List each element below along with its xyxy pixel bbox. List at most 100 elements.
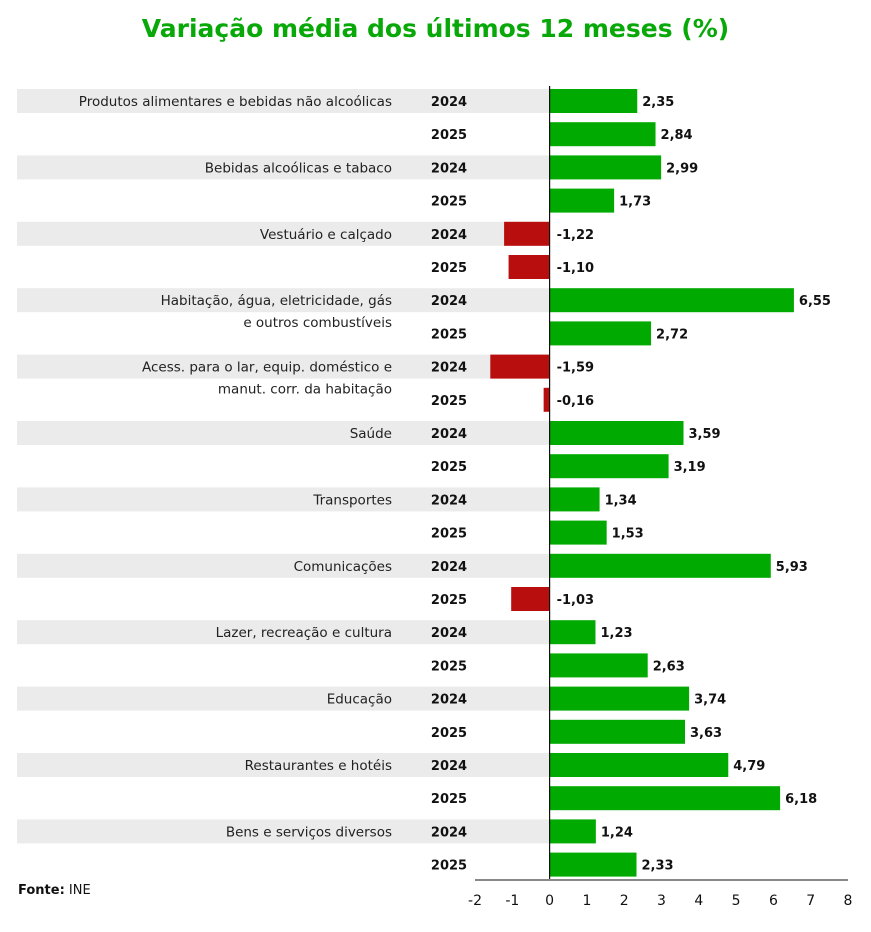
year-label: 2024 bbox=[431, 825, 467, 840]
bar bbox=[549, 89, 638, 113]
row-band bbox=[17, 288, 550, 313]
source-label: Fonte: bbox=[18, 883, 65, 898]
category-label: Comunicações bbox=[294, 559, 392, 575]
x-tick-label: 3 bbox=[657, 893, 666, 909]
x-tick-label: 4 bbox=[694, 893, 703, 909]
value-label: 1,23 bbox=[600, 626, 632, 641]
category-label: Bens e serviços diversos bbox=[226, 824, 392, 840]
bar bbox=[549, 620, 596, 645]
bar bbox=[549, 520, 607, 545]
year-label: 2025 bbox=[431, 593, 467, 608]
year-label: 2025 bbox=[431, 659, 467, 674]
value-label: -1,59 bbox=[557, 361, 594, 376]
category-label: Educação bbox=[327, 692, 392, 708]
bar bbox=[549, 852, 637, 877]
value-label: 2,72 bbox=[656, 327, 688, 342]
row-band bbox=[17, 753, 550, 777]
year-label: 2024 bbox=[431, 626, 467, 641]
value-label: -1,22 bbox=[557, 228, 594, 243]
value-label: 1,73 bbox=[619, 195, 651, 210]
bar bbox=[549, 786, 781, 811]
x-tick-label: -2 bbox=[468, 893, 482, 909]
year-label: 2025 bbox=[431, 394, 467, 409]
year-label: 2025 bbox=[431, 128, 467, 143]
bar bbox=[549, 454, 669, 479]
value-label: 3,74 bbox=[694, 693, 726, 708]
chart-title: Variação média dos últimos 12 meses (%) bbox=[141, 14, 730, 43]
bar bbox=[549, 188, 615, 213]
row-band bbox=[17, 354, 550, 379]
year-label: 2024 bbox=[431, 294, 467, 309]
category-label: Transportes bbox=[312, 492, 392, 508]
category-label: Habitação, água, eletricidade, gás bbox=[161, 293, 392, 309]
year-label: 2025 bbox=[431, 327, 467, 342]
year-label: 2025 bbox=[431, 261, 467, 276]
row-band bbox=[17, 155, 550, 180]
year-label: 2025 bbox=[431, 527, 467, 542]
category-label: Saúde bbox=[350, 426, 392, 442]
year-label: 2024 bbox=[431, 161, 467, 176]
bar bbox=[511, 587, 550, 611]
year-label: 2024 bbox=[431, 427, 467, 442]
year-label: 2024 bbox=[431, 361, 467, 376]
year-label: 2024 bbox=[431, 759, 467, 774]
value-label: 1,53 bbox=[612, 527, 644, 542]
category-label: manut. corr. da habitação bbox=[218, 382, 392, 398]
value-label: 3,19 bbox=[674, 460, 706, 475]
row-band bbox=[17, 89, 550, 113]
year-label: 2025 bbox=[431, 792, 467, 807]
category-label: Acess. para o lar, equip. doméstico e bbox=[142, 360, 392, 376]
value-label: -1,03 bbox=[557, 593, 594, 608]
bar bbox=[549, 753, 729, 777]
year-label: 2024 bbox=[431, 493, 467, 508]
category-label: Lazer, recreação e cultura bbox=[216, 625, 392, 641]
value-label: 1,24 bbox=[601, 825, 633, 840]
value-label: 1,34 bbox=[605, 493, 637, 508]
bar bbox=[504, 221, 550, 246]
value-label: -0,16 bbox=[557, 394, 594, 409]
category-label: Produtos alimentares e bebidas não alcoó… bbox=[79, 94, 392, 110]
year-label: 2025 bbox=[431, 195, 467, 210]
value-label: 6,55 bbox=[799, 294, 831, 309]
row-band bbox=[17, 221, 550, 246]
value-label: 2,99 bbox=[666, 161, 698, 176]
row-band bbox=[17, 686, 550, 711]
row-band bbox=[17, 819, 550, 844]
bar bbox=[549, 122, 656, 147]
bar bbox=[549, 686, 690, 711]
bar bbox=[549, 421, 684, 445]
value-label: -1,10 bbox=[557, 261, 594, 276]
bar bbox=[549, 719, 685, 744]
row-band bbox=[17, 421, 550, 445]
row-band bbox=[17, 487, 550, 512]
value-label: 4,79 bbox=[733, 759, 765, 774]
category-label: Bebidas alcoólicas e tabaco bbox=[205, 160, 392, 176]
bar bbox=[549, 155, 662, 180]
value-label: 5,93 bbox=[776, 560, 808, 575]
source-value: INE bbox=[68, 883, 91, 898]
year-label: 2025 bbox=[431, 726, 467, 741]
value-label: 2,84 bbox=[661, 128, 693, 143]
category-label: Restaurantes e hotéis bbox=[245, 758, 392, 774]
bar bbox=[549, 288, 794, 313]
x-tick-label: 7 bbox=[806, 893, 815, 909]
row-band bbox=[17, 620, 550, 645]
year-label: 2025 bbox=[431, 859, 467, 874]
year-label: 2024 bbox=[431, 693, 467, 708]
bar bbox=[490, 354, 550, 379]
x-tick-label: 2 bbox=[620, 893, 629, 909]
bar bbox=[549, 653, 648, 678]
year-label: 2024 bbox=[431, 228, 467, 243]
value-label: 6,18 bbox=[785, 792, 817, 807]
bar bbox=[549, 553, 771, 578]
value-label: 2,35 bbox=[642, 95, 674, 110]
bar bbox=[543, 387, 550, 412]
x-tick-label: -1 bbox=[505, 893, 519, 909]
value-label: 3,63 bbox=[690, 726, 722, 741]
bar bbox=[549, 321, 652, 346]
row-band bbox=[17, 553, 550, 578]
value-label: 2,63 bbox=[653, 659, 685, 674]
bar bbox=[549, 819, 596, 844]
x-tick-label: 1 bbox=[582, 893, 591, 909]
